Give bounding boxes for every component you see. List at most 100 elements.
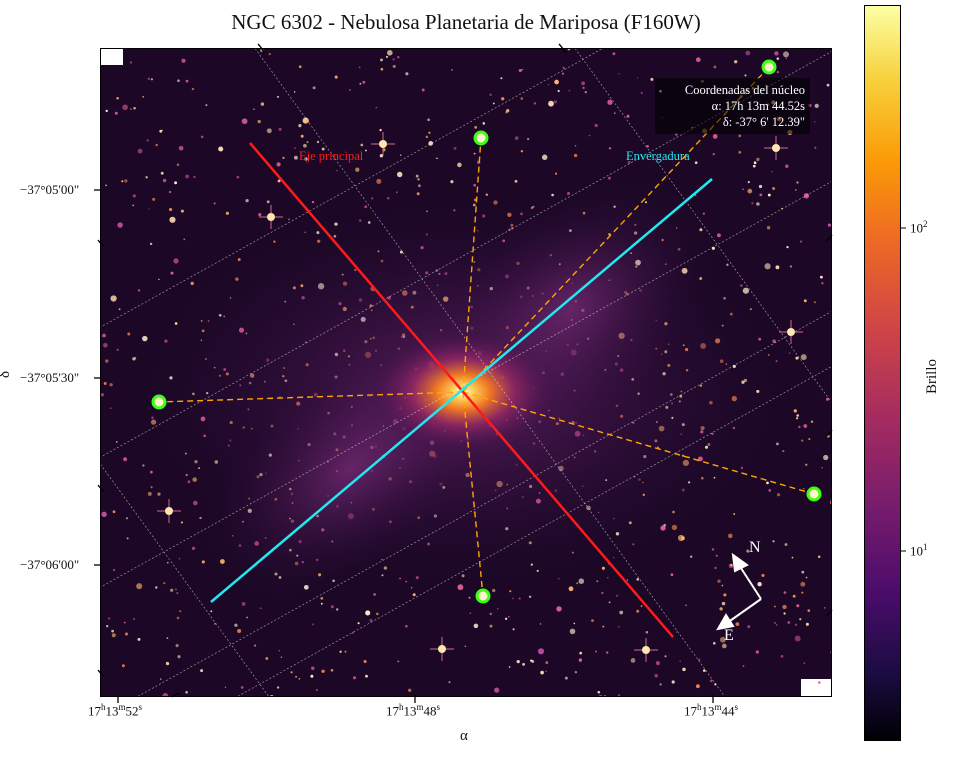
star xyxy=(213,202,216,205)
star xyxy=(157,492,161,496)
star xyxy=(121,664,125,668)
star xyxy=(349,89,351,91)
star xyxy=(823,454,829,461)
star xyxy=(581,81,585,86)
star xyxy=(310,674,314,678)
star xyxy=(508,615,510,618)
star xyxy=(526,137,530,141)
star xyxy=(489,612,492,616)
star xyxy=(102,342,108,348)
bright-star xyxy=(779,320,803,344)
minor-axis-line xyxy=(210,178,713,603)
star xyxy=(794,635,801,642)
star xyxy=(677,534,685,542)
star xyxy=(129,61,133,64)
star xyxy=(109,383,113,387)
star xyxy=(376,612,379,616)
star xyxy=(276,95,280,98)
star xyxy=(183,238,186,241)
star xyxy=(380,58,383,62)
star xyxy=(727,533,733,539)
star xyxy=(533,102,537,105)
star xyxy=(457,162,462,168)
star xyxy=(721,584,724,587)
star xyxy=(330,668,334,672)
star xyxy=(282,156,285,160)
star xyxy=(175,644,179,648)
star xyxy=(767,193,771,197)
star xyxy=(425,135,429,139)
star xyxy=(298,678,301,680)
star xyxy=(738,134,742,138)
star xyxy=(805,576,808,579)
star xyxy=(116,97,119,100)
star xyxy=(410,586,413,589)
star xyxy=(191,546,196,551)
star xyxy=(396,171,403,178)
star xyxy=(236,175,240,179)
star xyxy=(176,616,180,620)
star xyxy=(772,540,775,543)
core-coordinates-box: Coordenadas del núcleo α: 17h 13m 44.52s… xyxy=(655,78,810,134)
star xyxy=(150,78,153,81)
star xyxy=(670,573,674,577)
star xyxy=(132,194,136,198)
star xyxy=(715,554,718,557)
star xyxy=(796,414,799,417)
star xyxy=(801,570,805,574)
star xyxy=(758,184,763,189)
star xyxy=(793,409,797,413)
star xyxy=(241,118,248,125)
star xyxy=(803,299,807,303)
star xyxy=(116,348,119,351)
star xyxy=(473,183,477,187)
star xyxy=(294,147,296,149)
star xyxy=(594,123,598,128)
star xyxy=(278,127,282,131)
star xyxy=(578,658,583,662)
star xyxy=(132,357,136,361)
star xyxy=(107,617,111,620)
star xyxy=(246,616,249,619)
star xyxy=(380,67,384,71)
star xyxy=(636,578,640,581)
star xyxy=(412,593,416,597)
star xyxy=(109,407,112,410)
star xyxy=(492,102,495,105)
star xyxy=(126,537,129,540)
star xyxy=(685,604,687,607)
star xyxy=(826,83,830,87)
star xyxy=(110,295,117,302)
star xyxy=(280,656,283,658)
star xyxy=(162,178,167,183)
colorbar-label: Brillo xyxy=(924,358,941,395)
star xyxy=(785,164,789,168)
star xyxy=(150,486,153,489)
star xyxy=(365,674,368,678)
star xyxy=(520,150,524,153)
star xyxy=(111,629,114,633)
star xyxy=(473,623,479,629)
star xyxy=(278,649,281,652)
star xyxy=(506,109,510,113)
star xyxy=(617,694,621,696)
star xyxy=(311,200,315,204)
star xyxy=(695,57,701,63)
star xyxy=(795,356,799,360)
star xyxy=(298,65,302,68)
star xyxy=(180,521,183,524)
star xyxy=(734,60,738,64)
star xyxy=(418,184,421,188)
star xyxy=(514,136,519,140)
star xyxy=(772,187,776,190)
star xyxy=(181,58,186,63)
star xyxy=(742,287,750,294)
star xyxy=(721,643,727,649)
star xyxy=(373,593,376,596)
star xyxy=(166,561,169,564)
star xyxy=(392,58,395,61)
star xyxy=(690,555,693,558)
star xyxy=(627,160,631,164)
star xyxy=(759,193,763,197)
star xyxy=(179,610,182,613)
